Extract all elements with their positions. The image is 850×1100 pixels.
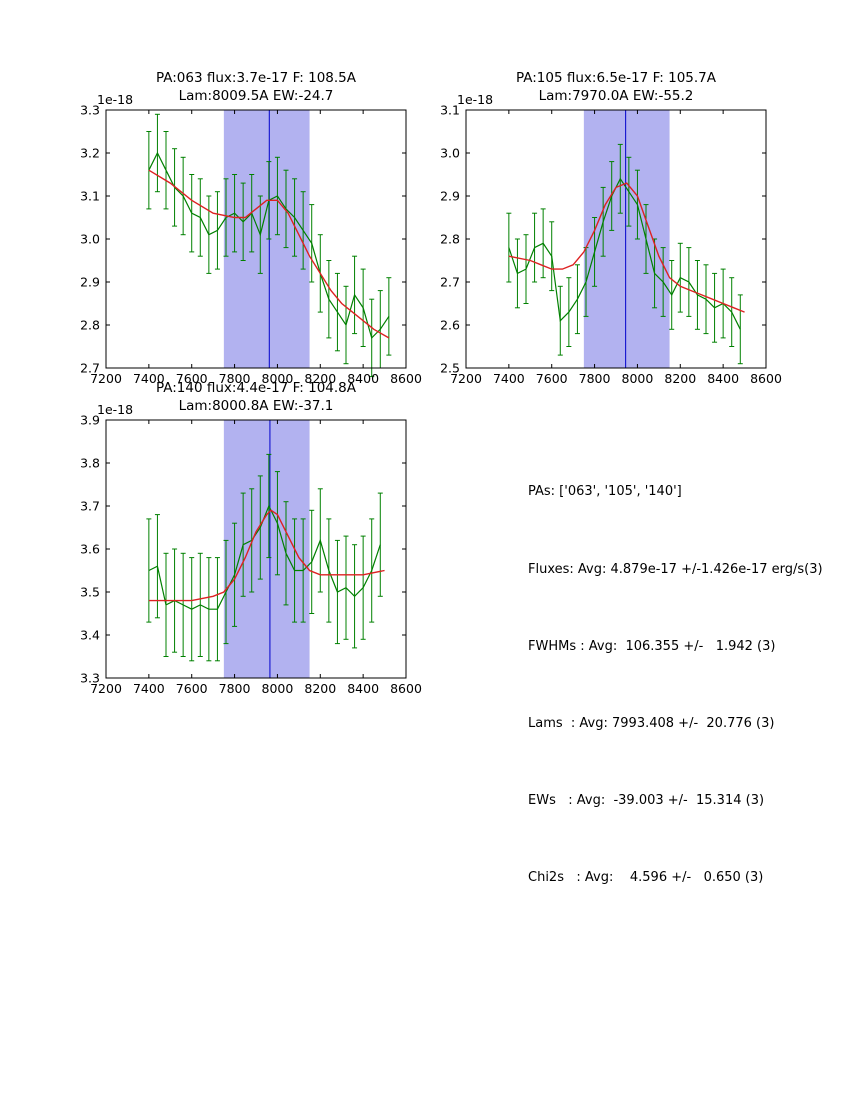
x-tick-label: 7800	[579, 371, 611, 386]
x-tick-label: 7400	[133, 681, 165, 696]
y-tick-label: 3.1	[440, 103, 460, 118]
y-tick-label: 3.1	[80, 189, 100, 204]
plot-title-line2: Lam:7970.0A EW:-55.2	[538, 87, 694, 104]
x-tick-label: 7200	[90, 371, 122, 386]
stats-panel: PAs: ['063', '105', '140'] Fluxes: Avg: …	[528, 428, 823, 942]
plot-title-line2: Lam:8000.8A EW:-37.1	[178, 397, 334, 414]
y-tick-label: 2.5	[440, 361, 460, 376]
x-tick-label: 7400	[493, 371, 525, 386]
y-tick-label: 3.5	[80, 585, 100, 600]
stats-line-chi2s: Chi2s : Avg: 4.596 +/- 0.650 (3)	[528, 869, 764, 885]
plot-title: PA:105 flux:6.5e-17 F: 105.7A Lam:7970.0…	[466, 70, 766, 105]
x-tick-label: 7200	[450, 371, 482, 386]
y-tick-label: 3.4	[80, 628, 100, 643]
x-tick-label: 7400	[133, 371, 165, 386]
y-tick-label: 3.6	[80, 542, 100, 557]
plot-title: PA:140 flux:4.4e-17 F: 104.8A Lam:8000.8…	[106, 380, 406, 415]
plot-title-line1: PA:140 flux:4.4e-17 F: 104.8A	[155, 380, 357, 396]
y-tick-label: 2.9	[80, 275, 100, 290]
x-tick-label: 8000	[262, 371, 294, 386]
x-tick-label: 8000	[622, 371, 654, 386]
plot-area-pa105: 7200 7400 7600 7800 8000 8200 8400 8600 2.5 2.6 2.…	[440, 92, 782, 386]
x-tick-label: 7600	[536, 371, 568, 386]
y-tick-label: 2.7	[80, 361, 100, 376]
plot-title: PA:063 flux:3.7e-17 F: 108.5A Lam:8009.5…	[106, 70, 406, 105]
plot-title-line1: PA:063 flux:3.7e-17 F: 108.5A	[155, 70, 357, 86]
x-tick-label: 8000	[262, 681, 294, 696]
plot-title-line2: Lam:8009.5A EW:-24.7	[178, 87, 334, 104]
plot-title-line1: PA:105 flux:6.5e-17 F: 105.7A	[515, 70, 717, 86]
x-tick-label: 8600	[750, 371, 782, 386]
fit-line	[508, 182, 745, 313]
stats-line-fwhms: FWHMs : Avg: 106.355 +/- 1.942 (3)	[528, 638, 776, 654]
fit-line	[148, 509, 385, 602]
y-tick-label: 2.7	[440, 275, 460, 290]
x-tick-label: 8400	[707, 371, 739, 386]
x-tick-label: 7800	[219, 371, 251, 386]
y-tick-label: 2.8	[80, 318, 100, 333]
x-tick-label: 8200	[664, 371, 696, 386]
x-tick-label: 7200	[90, 681, 122, 696]
plot-area-pa140: 7200 7400 7600 7800 8000 8200 8400 8600 3.3 3.4 3.…	[80, 402, 422, 696]
fit-window-band	[223, 420, 310, 678]
x-tick-label: 7600	[176, 681, 208, 696]
x-tick-label: 8600	[390, 681, 422, 696]
stats-line-fluxes: Fluxes: Avg: 4.879e-17 +/-1.426e-17 erg/…	[528, 561, 823, 577]
x-tick-label: 8400	[347, 681, 379, 696]
y-tick-label: 3.3	[80, 671, 100, 686]
spectrum-line	[508, 177, 741, 330]
y-tick-label: 3.8	[80, 456, 100, 471]
stats-line-pas: PAs: ['063', '105', '140']	[528, 484, 682, 500]
spectrum-plot-pa105: PA:105 flux:6.5e-17 F: 105.7A Lam:7970.0…	[416, 70, 782, 406]
stats-line-ews: EWs : Avg: -39.003 +/- 15.314 (3)	[528, 792, 765, 808]
y-tick-label: 3.3	[80, 103, 100, 118]
y-axis-offset-label: 1e-18	[97, 92, 133, 107]
fit-line	[148, 169, 390, 339]
y-axis-offset-label: 1e-18	[457, 92, 493, 107]
x-tick-label: 7600	[176, 371, 208, 386]
y-tick-label: 3.2	[80, 146, 100, 161]
plot-area-pa063: 7200 7400 7600 7800 8000 8200 8400 8600 2.7 2.8 2.…	[80, 92, 422, 386]
y-tick-label: 2.8	[440, 232, 460, 247]
y-tick-label: 3.0	[80, 232, 100, 247]
spectrum-plot-pa140: PA:140 flux:4.4e-17 F: 104.8A Lam:8000.8…	[56, 380, 422, 716]
y-tick-label: 2.9	[440, 189, 460, 204]
spectrum-plot-pa063: PA:063 flux:3.7e-17 F: 108.5A Lam:8009.5…	[56, 70, 422, 406]
stats-line-lams: Lams : Avg: 7993.408 +/- 20.776 (3)	[528, 715, 775, 731]
y-tick-label: 3.0	[440, 146, 460, 161]
y-tick-label: 3.7	[80, 499, 100, 514]
x-tick-label: 8600	[390, 371, 422, 386]
x-tick-label: 8400	[347, 371, 379, 386]
y-tick-label: 2.6	[440, 318, 460, 333]
y-tick-label: 3.9	[80, 413, 100, 428]
x-tick-label: 8200	[304, 371, 336, 386]
y-axis-offset-label: 1e-18	[97, 402, 133, 417]
x-tick-label: 8200	[304, 681, 336, 696]
x-tick-label: 7800	[219, 681, 251, 696]
